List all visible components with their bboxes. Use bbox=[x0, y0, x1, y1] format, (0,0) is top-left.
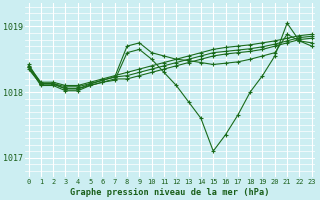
X-axis label: Graphe pression niveau de la mer (hPa): Graphe pression niveau de la mer (hPa) bbox=[70, 188, 270, 197]
